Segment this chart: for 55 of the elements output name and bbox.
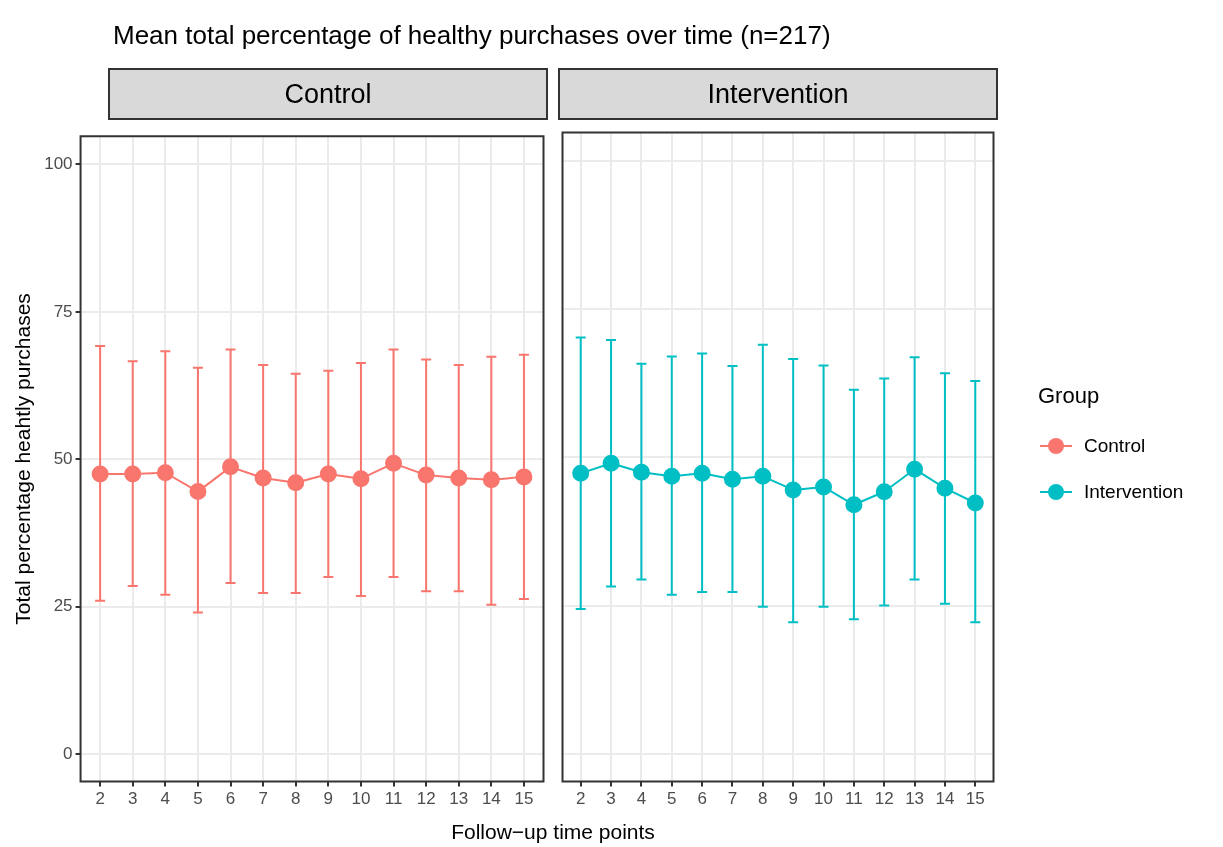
- x-tick-label: 14: [481, 789, 501, 809]
- y-tick-label: 100: [44, 154, 73, 174]
- x-tick-label: 12: [874, 789, 894, 809]
- x-tick-label: 13: [449, 789, 469, 809]
- x-tick-label: 3: [606, 789, 616, 809]
- y-axis-title: Total percentage heahtly purchases: [11, 293, 35, 625]
- point: [936, 479, 954, 497]
- x-tick-label: 4: [160, 789, 171, 809]
- point: [632, 463, 650, 481]
- x-tick-label: 7: [258, 789, 268, 809]
- x-tick-label: 14: [935, 789, 955, 809]
- x-tick-label: 5: [667, 789, 677, 809]
- legend-label: Intervention: [1084, 481, 1184, 503]
- x-tick-label: 2: [575, 789, 586, 809]
- x-tick-label: 13: [905, 789, 925, 809]
- x-tick-label: 6: [225, 789, 236, 809]
- point: [723, 470, 741, 488]
- point: [602, 454, 620, 472]
- x-tick-label: 4: [636, 789, 647, 809]
- point: [815, 478, 833, 496]
- x-tick-label: 8: [758, 789, 768, 809]
- x-tick-label: 11: [384, 789, 403, 809]
- point: [845, 496, 863, 514]
- x-axis-title: Follow−up time points: [450, 820, 656, 844]
- x-tick-label: 5: [193, 789, 203, 809]
- x-tick-label: 12: [416, 789, 436, 809]
- x-tick-label: 9: [323, 789, 334, 809]
- y-tick-label: 25: [53, 596, 73, 616]
- point: [875, 483, 893, 501]
- point: [784, 481, 802, 499]
- chart-title: Mean total percentage of healthy purchases over time (n=217): [113, 20, 831, 51]
- point: [906, 460, 924, 478]
- point: [663, 467, 681, 485]
- legend-label: Control: [1084, 435, 1146, 457]
- x-tick-label: 7: [727, 789, 738, 809]
- x-tick-label: 3: [127, 789, 138, 809]
- legend-title: Group: [1038, 383, 1101, 409]
- y-tick-label: 50: [53, 448, 73, 468]
- y-tick-label: 0: [63, 743, 73, 763]
- y-tick-label: 75: [53, 301, 73, 321]
- x-tick-label: 9: [788, 789, 798, 809]
- x-tick-label: 8: [291, 789, 301, 809]
- x-tick-label: 15: [965, 789, 985, 809]
- chart-subtitle: Control: [108, 68, 548, 120]
- x-tick-label: 11: [845, 789, 863, 809]
- x-tick-label: 6: [697, 789, 707, 809]
- point: [693, 464, 711, 482]
- x-tick-label: 10: [351, 789, 371, 809]
- x-tick-label: 15: [514, 789, 534, 809]
- point: [966, 494, 984, 512]
- point: [754, 467, 772, 485]
- point: [572, 464, 590, 482]
- x-tick-label: 2: [95, 789, 105, 809]
- x-tick-label: 10: [814, 789, 833, 809]
- chart-subtitle: Intervention: [558, 68, 998, 120]
